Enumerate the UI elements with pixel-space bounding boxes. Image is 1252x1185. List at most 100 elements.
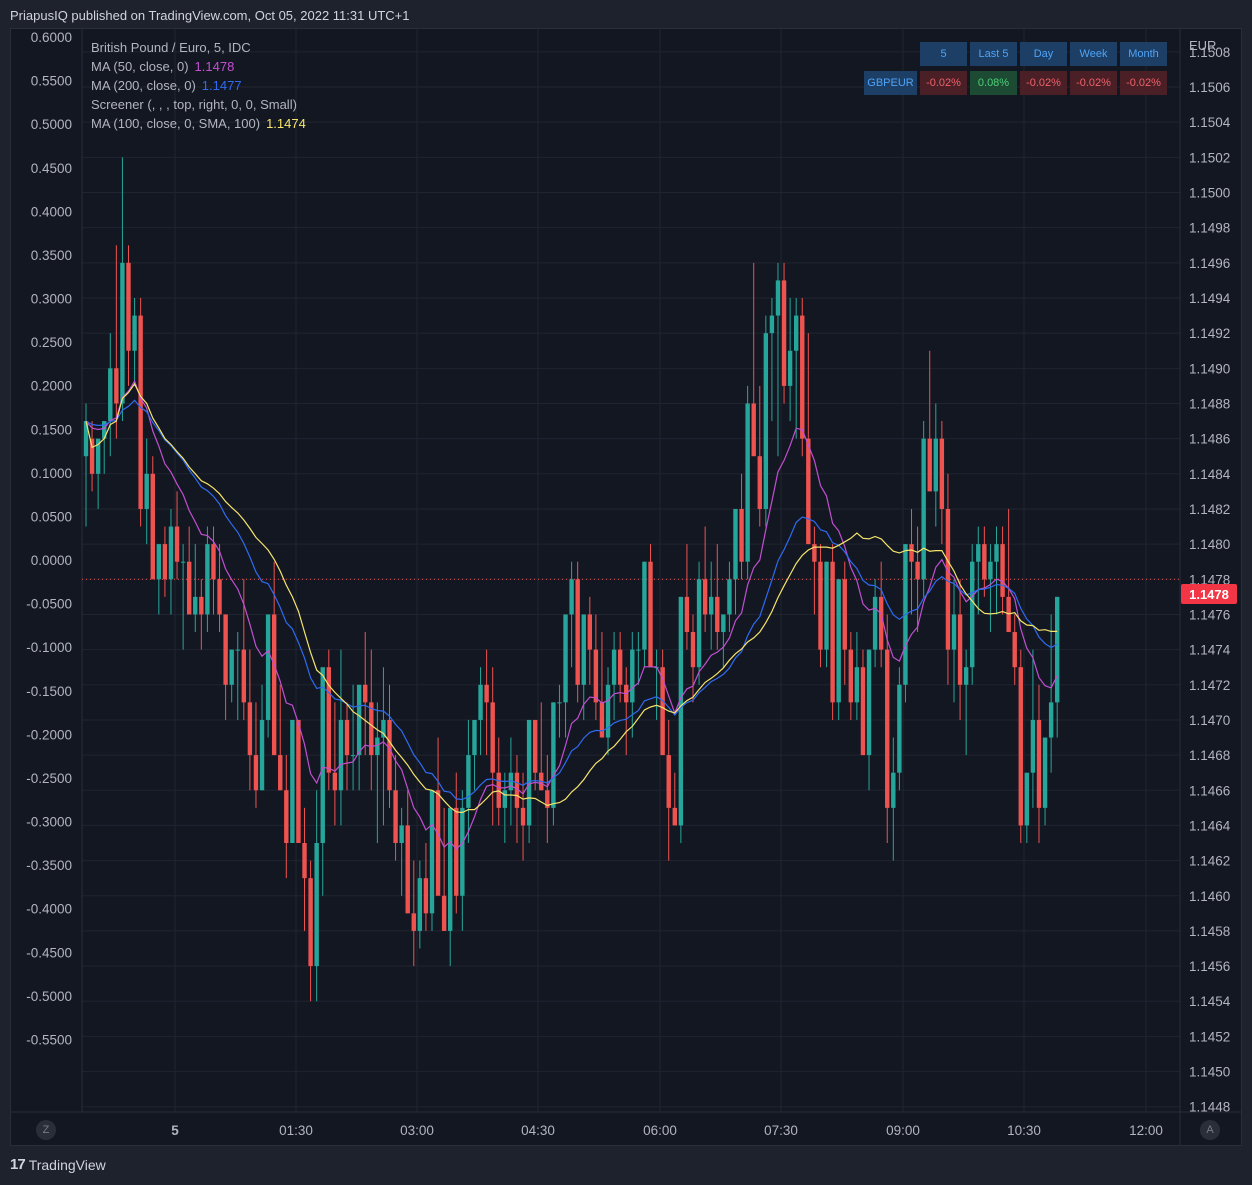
ma-100-line (85, 382, 1058, 814)
candle-64 (472, 719, 477, 791)
candle-11 (150, 456, 155, 580)
candle-body-150 (994, 544, 999, 562)
right-tick-11: 1.1486 (1189, 432, 1230, 447)
candle-body-9 (138, 315, 143, 509)
x-tick-8: 12:00 (1129, 1123, 1163, 1138)
candle-92 (642, 561, 647, 668)
candle-body-95 (660, 667, 665, 756)
candle-126 (848, 632, 854, 720)
auto-scale-button[interactable]: A (1200, 1120, 1220, 1140)
candle-body-138 (921, 438, 926, 580)
x-tick-5: 07:30 (764, 1123, 798, 1138)
candle-37 (308, 860, 313, 1002)
candle-121 (818, 544, 823, 668)
candle-body-96 (666, 755, 671, 808)
candle-body-20 (205, 544, 210, 615)
right-tick-0: 1.1508 (1189, 45, 1230, 60)
candle-body-71 (514, 772, 520, 808)
candle-50 (387, 684, 392, 808)
right-tick-17: 1.1474 (1189, 643, 1231, 658)
candle-body-67 (490, 702, 495, 773)
candle-body-7 (126, 262, 131, 351)
candle-74 (532, 719, 538, 791)
screener-value-last5: 0.08% (970, 71, 1017, 95)
candle-56 (423, 843, 429, 931)
candle-body-149 (988, 561, 993, 580)
candle-146 (970, 544, 975, 685)
candle-141 (939, 421, 945, 545)
candle-body-131 (878, 596, 884, 650)
candle-body-25 (235, 649, 240, 651)
candle-body-78 (557, 702, 562, 704)
candle-body-80 (569, 579, 574, 615)
candle-124 (836, 579, 841, 720)
candle-116 (787, 297, 793, 422)
zoom-button[interactable]: Z (36, 1120, 56, 1140)
candle-body-43 (344, 719, 350, 756)
x-tick-2: 03:00 (400, 1123, 434, 1138)
candle-140 (933, 403, 938, 527)
candle-body-12 (156, 544, 162, 580)
candle-body-88 (617, 649, 623, 685)
candle-body-62 (460, 807, 465, 896)
right-tick-8: 1.1492 (1189, 326, 1230, 341)
candle-22 (217, 544, 222, 633)
candle-body-31 (271, 614, 277, 756)
right-tick-15: 1.1478 (1189, 572, 1230, 587)
legend-value-1: 1.1478 (194, 59, 235, 74)
candle-128 (860, 649, 866, 756)
screener-table: 5 Last 5 Day Week Month GBPEUR -0.02% 0.… (864, 42, 1167, 100)
candle-body-50 (387, 719, 392, 791)
candle-body-40 (326, 667, 331, 773)
candle-body-98 (678, 596, 684, 826)
candle-49 (381, 667, 386, 826)
right-axis-unit: EUR (1189, 38, 1217, 53)
right-tick-30: 1.1448 (1189, 1100, 1230, 1115)
candle-body-140 (933, 438, 938, 492)
screener-header-5: 5 (920, 42, 967, 66)
candle-body-0 (83, 421, 89, 457)
candle-body-104 (715, 596, 720, 633)
candle-132 (885, 614, 890, 844)
screener-header-month: Month (1120, 42, 1167, 66)
candle-body-117 (793, 315, 799, 351)
legend-label-3: Screener (, , , top, right, 0, 0, Small) (91, 97, 297, 112)
left-tick-5: 0.3500 (31, 248, 72, 263)
right-tick-6: 1.1496 (1189, 256, 1230, 271)
candle-body-90 (630, 649, 635, 703)
candle-body-114 (775, 280, 781, 316)
candle-body-83 (587, 614, 593, 650)
candle-body-42 (338, 719, 344, 791)
candle-body-32 (278, 755, 283, 791)
candle-66 (484, 649, 489, 756)
candle-48 (375, 702, 380, 844)
left-tick-15: -0.1500 (26, 684, 72, 699)
candle-body-151 (1000, 544, 1005, 597)
candle-105 (721, 614, 726, 668)
candle-67 (490, 667, 495, 826)
candle-83 (587, 596, 593, 685)
candle-33 (284, 755, 289, 879)
right-tick-24: 1.1460 (1189, 889, 1230, 904)
candle-body-2 (95, 438, 101, 474)
candle-body-3 (102, 421, 107, 439)
candle-body-157 (1036, 719, 1042, 808)
candle-body-125 (842, 579, 847, 650)
screener-value-month: -0.02% (1120, 71, 1167, 95)
candle-29 (259, 684, 265, 791)
candle-27 (247, 649, 253, 791)
candle-body-38 (314, 843, 319, 967)
candle-36 (302, 807, 307, 931)
candle-107 (733, 508, 738, 615)
candle-123 (830, 544, 835, 720)
legend-row-1: MA (50, close, 0) 1.1478 (91, 57, 306, 76)
right-tick-14: 1.1480 (1189, 537, 1230, 552)
candle-135 (903, 544, 908, 703)
candle-60 (448, 807, 453, 967)
candle-body-115 (781, 280, 787, 386)
candle-body-33 (284, 790, 289, 844)
left-tick-2: 0.5000 (31, 117, 72, 132)
candle-103 (709, 561, 714, 650)
candle-body-146 (970, 561, 975, 668)
